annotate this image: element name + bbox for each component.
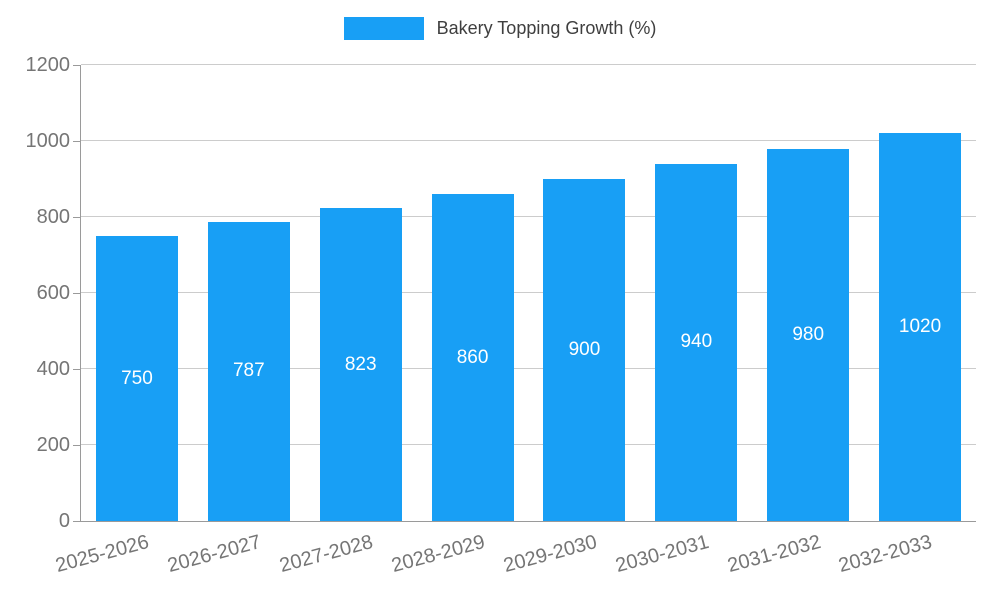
y-tick-mark (73, 141, 80, 142)
chart-legend: Bakery Topping Growth (%) (0, 17, 1000, 40)
y-tick-label: 0 (58, 510, 70, 532)
y-tick-mark (73, 445, 80, 446)
x-tick-label: 2025-2026 (53, 531, 152, 578)
bar-2027-2028[interactable]: 823 (319, 208, 402, 521)
gridline (81, 140, 976, 141)
y-tick-mark (73, 217, 80, 218)
bar-value-label: 980 (792, 323, 825, 345)
gridline (81, 292, 976, 293)
y-tick-mark (73, 293, 80, 294)
gridline (81, 216, 976, 217)
y-tick-label: 600 (36, 282, 70, 304)
bar-2029-2030[interactable]: 900 (543, 179, 626, 521)
x-tick-label: 2032-2033 (836, 531, 935, 578)
bar-2030-2031[interactable]: 940 (655, 163, 738, 521)
chart-title: Bakery Topping Growth (%) (436, 18, 657, 38)
y-tick-mark (73, 65, 80, 66)
bar-value-label: 940 (680, 331, 713, 353)
x-tick-label: 2028-2029 (389, 531, 488, 578)
x-tick-label: 2031-2032 (724, 531, 823, 578)
gridline (81, 444, 976, 445)
bar-value-label: 900 (568, 339, 601, 360)
bar-value-label: 823 (344, 353, 377, 375)
bar-2028-2029[interactable]: 860 (431, 194, 514, 521)
gridline (81, 368, 976, 369)
x-tick-label: 2027-2028 (277, 531, 376, 578)
bar-2025-2026[interactable]: 750 (95, 236, 178, 521)
bar-value-label: 787 (232, 360, 265, 382)
y-tick-label: 400 (36, 358, 70, 380)
y-tick-label: 800 (36, 206, 70, 228)
y-tick-mark (73, 521, 80, 522)
x-tick-label: 2030-2031 (612, 531, 712, 578)
plot-area: 750 787 823 860 900 940 980 1020 (80, 64, 976, 522)
y-tick-mark (73, 369, 80, 370)
bar-2032-2033[interactable]: 1020 (879, 133, 962, 521)
legend-swatch-icon (343, 17, 424, 40)
x-tick-label: 2026-2027 (165, 531, 264, 578)
x-tick-label: 2029-2030 (501, 531, 600, 578)
y-tick-label: 200 (36, 434, 70, 456)
y-tick-label: 1200 (25, 54, 71, 76)
bar-value-label: 1020 (898, 316, 942, 338)
bar-value-label: 860 (456, 346, 489, 368)
bar-2026-2027[interactable]: 787 (207, 221, 290, 521)
bar-2031-2032[interactable]: 980 (767, 148, 850, 521)
y-tick-label: 1000 (25, 130, 71, 152)
bar-value-label: 750 (121, 367, 153, 389)
gridline (81, 64, 976, 65)
